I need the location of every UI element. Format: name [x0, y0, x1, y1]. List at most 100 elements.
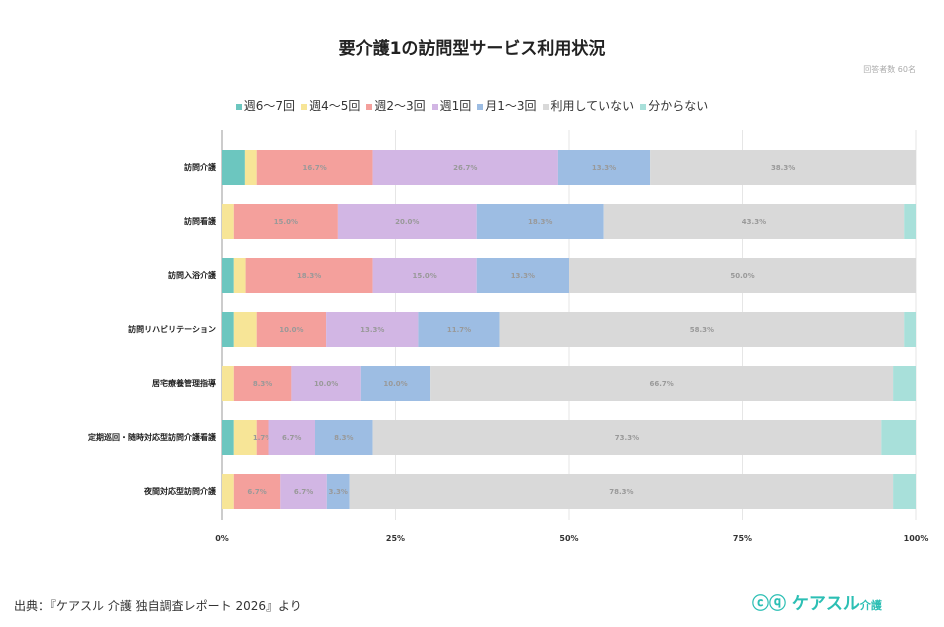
legend-item[interactable]: 週2〜3回 [366, 99, 426, 113]
chart-title: 要介護1の訪問型サービス利用状況 [338, 39, 606, 59]
bar-segment [557, 150, 651, 185]
source-note: 出典：『ケアスル 介護 独自調査レポート 2026』より [14, 599, 302, 613]
bar-segment [233, 204, 338, 239]
logo-sub: 介護 [859, 599, 882, 612]
bar-segment [222, 420, 234, 455]
legend-item[interactable]: 分からない [640, 99, 708, 113]
data-label: 8.3% [334, 434, 353, 442]
data-label: 6.7% [294, 488, 313, 496]
legend-label: 分からない [648, 99, 709, 113]
logo-text: ケアスル [791, 594, 860, 614]
bar-segment [233, 420, 257, 455]
data-label: 1.7% [253, 434, 272, 442]
bar-segment [233, 312, 257, 347]
legend-swatch [640, 103, 647, 110]
data-label: 43.3% [742, 218, 766, 226]
bar-segment [256, 150, 373, 185]
legend-item[interactable]: 週1回 [431, 99, 472, 113]
x-tick-label: 50% [559, 534, 578, 543]
data-label: 3.3% [329, 488, 348, 496]
data-label: 66.7% [650, 380, 674, 388]
bar-segment [222, 204, 234, 239]
category-label: 夜間対応型訪問介護 [143, 486, 217, 496]
bar-segment [372, 420, 882, 455]
legend-swatch [366, 103, 373, 110]
legend-item[interactable]: 利用していない [542, 99, 635, 113]
data-label: 38.3% [771, 164, 795, 172]
category-label: 訪問看護 [184, 216, 217, 226]
legend-label: 週6〜7回 [243, 99, 296, 113]
data-label: 13.3% [360, 326, 384, 334]
category-label: 居宅療養管理指導 [152, 378, 216, 388]
data-label: 8.3% [253, 380, 272, 388]
legend-swatch [431, 103, 438, 110]
legend-item[interactable]: 週6〜7回 [235, 99, 296, 113]
bar-segment [245, 258, 373, 293]
bar-segment [233, 474, 281, 509]
bar-segment [222, 150, 245, 185]
bar-segment [314, 420, 373, 455]
bar-segment [280, 474, 327, 509]
bar-segment [893, 366, 916, 401]
data-label: 10.0% [279, 326, 303, 334]
legend-item[interactable]: 週4〜5回 [301, 99, 360, 113]
logo-face-icon: ⓒⓠ [752, 594, 786, 614]
category-label: 訪問介護 [184, 162, 217, 172]
data-label: 6.7% [247, 488, 266, 496]
bar-segment [904, 204, 916, 239]
bar-chart: 0% 25% 50% 75% 100% 訪問介護 16.7% 26.7% 13.3% 38.3% 訪… [87, 130, 929, 543]
bar-segment [244, 150, 257, 185]
bar-segment [372, 150, 558, 185]
legend-item[interactable]: 月1〜3回 [477, 99, 537, 113]
x-tick-label: 0% [215, 534, 229, 543]
category-label: 訪問リハビリテーション [128, 324, 216, 334]
bar-segment [569, 258, 916, 293]
bar-segment [881, 420, 916, 455]
bar-segment [499, 312, 905, 347]
data-label: 10.0% [383, 380, 407, 388]
bar-segment [256, 312, 327, 347]
bar-segment [256, 420, 269, 455]
data-label: 18.3% [528, 218, 552, 226]
data-label: 15.0% [412, 272, 436, 280]
legend-label: 月1〜3回 [485, 99, 537, 113]
bar-segment [222, 366, 234, 401]
bar-segment [233, 258, 246, 293]
bar-segment [326, 312, 419, 347]
data-label: 58.3% [690, 326, 714, 334]
legend-swatch [301, 103, 308, 110]
bar-segment [893, 474, 916, 509]
bar-segment [337, 204, 477, 239]
legend: 週6〜7回 週4〜5回 週2〜3回 週1回 月1〜3回 利用していない 分からない [0, 97, 944, 114]
respondent-count: 回答者数 60名 [863, 65, 916, 74]
bar-segment [904, 312, 916, 347]
legend-label: 利用していない [550, 99, 635, 113]
data-label: 26.7% [453, 164, 477, 172]
bar-segment [650, 150, 916, 185]
data-label: 6.7% [282, 434, 301, 442]
category-label: 定期巡回・随時対応型訪問介護看護 [87, 432, 217, 442]
x-tick-label: 25% [386, 534, 405, 543]
data-label: 20.0% [395, 218, 419, 226]
legend-swatch [477, 103, 484, 110]
data-label: 13.3% [511, 272, 535, 280]
legend-label: 週4〜5回 [309, 99, 361, 113]
legend-label: 週1回 [439, 99, 472, 113]
data-label: 10.0% [314, 380, 338, 388]
bar-segment [349, 474, 894, 509]
legend-swatch [235, 103, 242, 110]
data-label: 50.0% [730, 272, 754, 280]
bar-segment [603, 204, 905, 239]
legend-swatch [542, 103, 549, 110]
bar-segment [222, 312, 234, 347]
x-tick-label: 75% [733, 534, 752, 543]
brand-logo: ⓒⓠ ケアスル介護 [752, 589, 882, 614]
data-label: 78.3% [609, 488, 633, 496]
bar-segment [372, 258, 477, 293]
bar-segment [291, 366, 361, 401]
x-tick-label: 100% [904, 534, 929, 543]
bar-segment [476, 204, 604, 239]
legend-label: 週2〜3回 [374, 99, 426, 113]
data-label: 73.3% [615, 434, 639, 442]
data-label: 16.7% [303, 164, 327, 172]
